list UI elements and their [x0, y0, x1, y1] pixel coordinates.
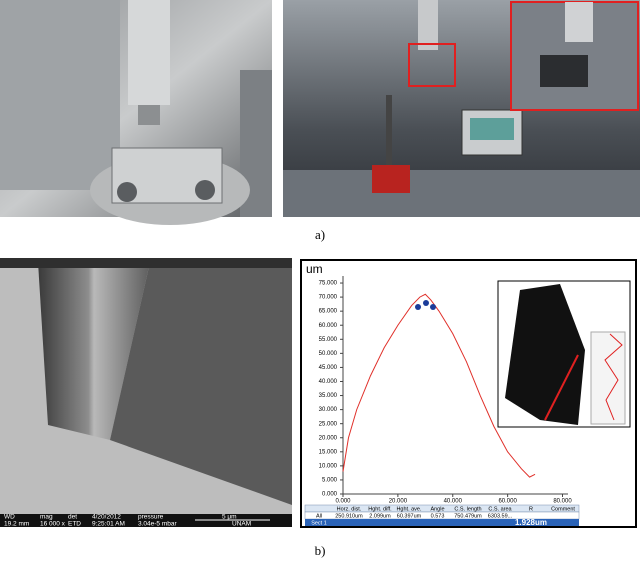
peak-marker	[423, 300, 429, 306]
sem-image	[0, 258, 292, 527]
y-tick-label: 50.000	[319, 351, 338, 357]
table-header: C.S. length	[454, 506, 481, 512]
sem-info: 16 000 x	[40, 521, 66, 528]
y-tick-label: 45.000	[319, 365, 338, 371]
table-cell: 6303.59...	[488, 513, 513, 519]
y-tick-label: 25.000	[319, 421, 338, 427]
x-tick-label: 0.000	[335, 499, 351, 505]
profile-panel	[300, 259, 637, 528]
y-tick-label: 10.000	[319, 463, 338, 469]
photo-machine	[0, 0, 272, 225]
sem-info: det	[68, 514, 77, 521]
y-tick-label: 5.000	[322, 478, 338, 484]
sem-info: pressure	[138, 514, 164, 521]
x-tick-label: 40.000	[444, 499, 463, 505]
y-tick-label: 15.000	[319, 449, 338, 455]
sem-info: 19.2 mm	[4, 521, 29, 528]
table-cell: 60.397um	[397, 513, 422, 519]
y-tick-label: 0.000	[322, 492, 338, 498]
y-tick-label: 35.000	[319, 393, 338, 399]
table-header: Hght. diff.	[368, 506, 392, 512]
sem-info: mag	[40, 514, 53, 521]
table-cell: 250.910um	[335, 513, 363, 519]
y-tick-label: 40.000	[319, 379, 338, 385]
y-tick-label: 20.000	[319, 435, 338, 441]
peak-marker	[430, 304, 436, 310]
peak-marker	[415, 304, 421, 310]
x-tick-label: 80.000	[553, 499, 572, 505]
y-tick-label: 60.000	[319, 323, 338, 329]
x-tick-label: 60.000	[498, 499, 517, 505]
profile-line	[342, 293, 536, 478]
table-header: Horz. dist.	[337, 506, 362, 512]
y-tick-label: 55.000	[319, 337, 338, 343]
sem-info: ETD	[68, 521, 81, 528]
table-cell: Sect 1	[311, 520, 327, 526]
y-tick-label: 30.000	[319, 407, 338, 413]
figure-label: b)	[315, 543, 326, 558]
y-axis-label: um	[306, 262, 323, 276]
sem-info: 3.04e-5 mbar	[138, 521, 177, 528]
table-cell: 750.479um	[454, 513, 482, 519]
table-header: R	[529, 506, 533, 512]
x-tick-label: 20.000	[389, 499, 408, 505]
sem-info: 9:25:01 AM	[92, 521, 125, 528]
table-header: C.S. area	[488, 506, 512, 512]
photo-setup	[283, 0, 640, 217]
table-row-bg	[305, 519, 579, 526]
table-header: Hght. ave.	[396, 506, 422, 512]
y-tick-label: 70.000	[319, 295, 338, 301]
table-header: Comment	[551, 506, 575, 512]
table-cell: 2.099um	[369, 513, 391, 519]
table-cell: All	[316, 513, 322, 519]
table-header: Angle	[430, 506, 444, 512]
y-tick-label: 75.000	[319, 281, 338, 287]
sem-info: 5 μm	[222, 514, 237, 521]
sem-info: UNAM	[232, 521, 251, 528]
y-tick-label: 65.000	[319, 309, 338, 315]
table-cell: 1.928um	[515, 518, 547, 527]
sem-info: 4/20/2012	[92, 514, 121, 521]
figure-label: a)	[315, 227, 325, 242]
sem-info: WD	[4, 514, 15, 521]
table-cell: 0.573	[431, 513, 445, 519]
